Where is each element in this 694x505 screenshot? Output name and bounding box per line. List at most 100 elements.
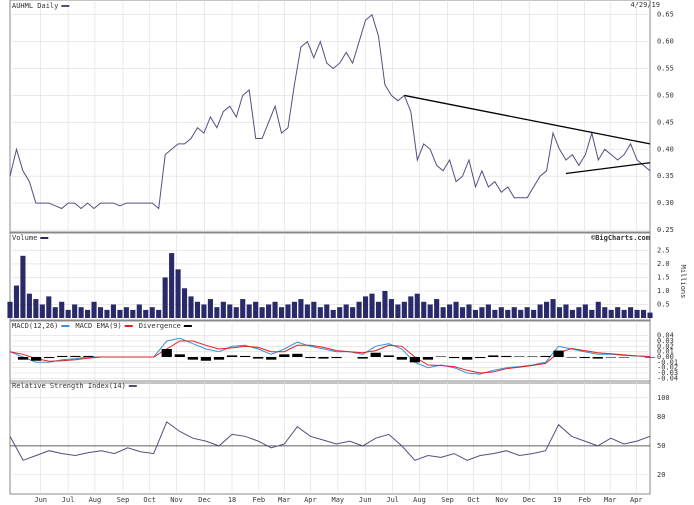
bar: [31, 357, 42, 361]
x-tick-label: 19: [553, 496, 561, 504]
bar: [401, 301, 407, 318]
bar: [110, 304, 116, 318]
bar: [647, 312, 653, 318]
x-tick-label: Aug: [89, 496, 102, 504]
bar: [46, 296, 52, 318]
y-tick-label: 0.30: [657, 199, 674, 207]
legend-label: Volume: [12, 234, 37, 242]
bar: [362, 296, 369, 318]
bar: [421, 301, 427, 318]
legend-swatch: [40, 237, 49, 239]
bar: [556, 307, 563, 318]
legend-swatch: [128, 385, 137, 387]
bar: [524, 307, 530, 318]
bar: [97, 307, 104, 318]
bar: [592, 357, 603, 359]
bar: [278, 307, 285, 318]
legend-swatch: [183, 325, 192, 327]
bar: [408, 296, 414, 318]
y-tick-label: -0.02: [657, 364, 678, 372]
bar: [149, 307, 155, 318]
bar: [39, 304, 45, 318]
bar: [453, 301, 459, 318]
legend-swatch: [61, 325, 70, 327]
bar: [563, 304, 569, 318]
bar: [311, 301, 317, 318]
y-tick-label: 0.5: [657, 300, 670, 308]
bar: [26, 293, 32, 318]
line: [9, 421, 651, 461]
bar: [628, 307, 634, 318]
bar: [57, 355, 68, 357]
bar: [324, 304, 330, 318]
bar: [422, 357, 434, 360]
bar: [123, 307, 129, 318]
y-tick-label: 0.35: [657, 172, 674, 180]
y-tick-label: 0.40: [657, 145, 674, 153]
x-tick-label: Sep: [117, 496, 130, 504]
bar: [33, 299, 39, 318]
bar: [472, 309, 479, 318]
y-tick-label: -0.03: [657, 369, 678, 377]
trendline: [565, 162, 651, 175]
bar: [214, 307, 220, 318]
bar: [427, 304, 433, 318]
bar: [608, 309, 614, 318]
legend-label: Divergence: [139, 322, 181, 330]
y-tick-label: 0.00: [657, 353, 674, 361]
bar: [130, 309, 136, 318]
bar: [370, 352, 381, 357]
bar: [618, 357, 629, 358]
x-tick-label: Dec: [523, 496, 536, 504]
bar: [475, 357, 486, 359]
legend-label: Relative Strength Index(14): [12, 382, 126, 390]
trendline: [404, 94, 651, 145]
x-tick-label: 18: [228, 496, 236, 504]
y-tick-label: 20: [657, 471, 665, 479]
y-tick-label: 80: [657, 413, 665, 421]
bar: [579, 357, 590, 359]
bar: [253, 301, 259, 318]
bar: [388, 299, 394, 318]
bar: [343, 304, 349, 318]
bar: [459, 307, 466, 318]
bar: [201, 304, 207, 318]
y-tick-label: 0.55: [657, 65, 674, 73]
bar: [52, 307, 58, 318]
bar: [143, 309, 149, 318]
bar: [104, 309, 110, 318]
bar: [466, 304, 472, 318]
bar: [20, 255, 26, 318]
bar: [396, 357, 407, 360]
bar: [434, 299, 440, 318]
bar: [259, 307, 265, 318]
bar: [292, 353, 303, 357]
y-tick-label: 0.60: [657, 38, 674, 46]
y-tick-label: 0.02: [657, 342, 674, 350]
bar: [602, 307, 608, 318]
bar: [175, 269, 181, 318]
bar: [369, 293, 375, 318]
legend-label: MACD EMA(9): [75, 322, 121, 330]
bar: [91, 301, 97, 318]
bar: [576, 307, 582, 318]
y-tick-label: 50: [657, 442, 665, 450]
y-tick-label: 0.04: [657, 332, 674, 340]
bar: [169, 253, 175, 318]
bar: [330, 309, 336, 318]
bar: [305, 357, 316, 359]
y-tick-label: -0.01: [657, 358, 678, 366]
x-tick-label: May: [332, 496, 345, 504]
bar: [350, 307, 356, 318]
bar: [553, 350, 564, 357]
bar: [233, 307, 239, 318]
bar: [640, 309, 647, 318]
x-tick-label: Oct: [467, 496, 480, 504]
bar: [435, 356, 447, 357]
bar: [317, 307, 323, 318]
y-tick-label: 2.5: [657, 246, 670, 254]
bar: [279, 354, 290, 357]
bar: [440, 307, 446, 318]
bar: [462, 357, 473, 360]
x-tick-label: Jun: [359, 496, 372, 504]
